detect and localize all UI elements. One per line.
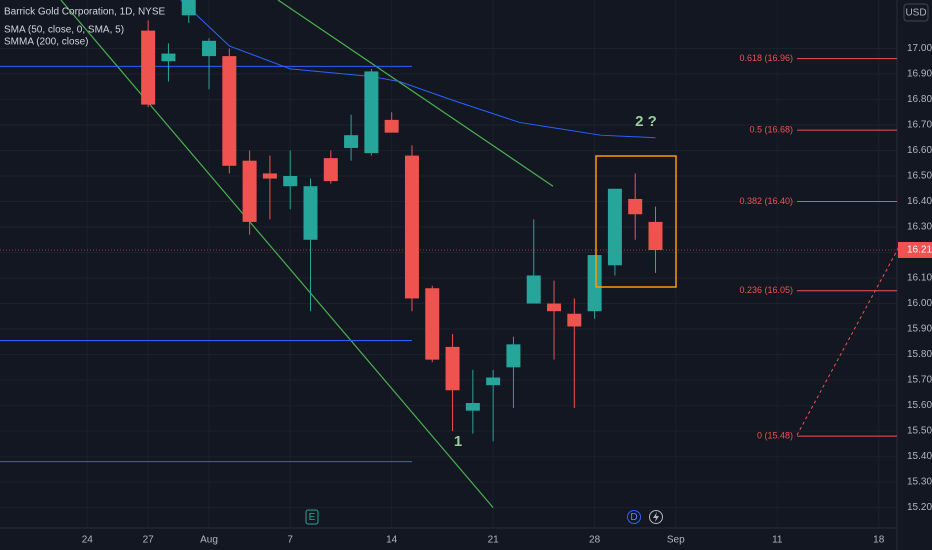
candle-body — [181, 0, 196, 16]
x-tick-label: 11 — [772, 535, 783, 546]
event-icon[interactable] — [649, 510, 663, 524]
split-icon[interactable] — [653, 512, 659, 522]
trendline — [60, 0, 494, 508]
y-tick-label: 15.50 — [907, 426, 932, 437]
annotation: 1 — [454, 433, 462, 450]
indicator-label: SMA (50, close, 0, SMA, 5) — [4, 25, 124, 36]
fib-label: 0.236 (16.05) — [739, 285, 793, 295]
candle-body — [344, 135, 359, 148]
y-tick-label: 15.60 — [907, 400, 932, 411]
x-tick-label: 21 — [488, 535, 500, 546]
y-tick-label: 15.90 — [907, 324, 932, 335]
y-tick-label: 15.40 — [907, 451, 932, 462]
candle-body — [547, 303, 562, 312]
candle-body — [161, 53, 176, 62]
last-price-tag — [898, 241, 932, 258]
price-axis — [897, 0, 932, 550]
candle-body — [323, 158, 338, 182]
fib-label: 0.382 (16.40) — [739, 196, 793, 206]
y-tick-label: 16.10 — [907, 273, 932, 284]
y-tick-label: 16.40 — [907, 196, 932, 207]
candle-body — [303, 186, 318, 240]
x-tick-label: 27 — [143, 535, 155, 546]
x-tick-label: 24 — [82, 535, 94, 546]
candle-body — [242, 160, 257, 222]
candle-body — [567, 313, 582, 327]
last-price-label: 16.21 — [907, 245, 932, 256]
fib-label: 0 (15.48) — [757, 431, 793, 441]
y-tick-label: 16.90 — [907, 69, 932, 80]
candle-body — [587, 255, 602, 312]
indicator-label: SMMA (200, close) — [4, 37, 88, 48]
plot-area — [0, 0, 663, 508]
y-tick-label: 15.80 — [907, 349, 932, 360]
candle-body — [445, 346, 460, 391]
candle-body — [384, 119, 399, 133]
x-tick-label: Sep — [667, 535, 685, 546]
candle-body — [364, 71, 379, 154]
y-tick-label: 16.30 — [907, 222, 932, 233]
x-tick-label: Aug — [200, 535, 218, 546]
candle-body — [425, 288, 440, 360]
event-icon[interactable] — [305, 509, 319, 525]
chart-title: Barrick Gold Corporation, 1D, NYSE — [4, 7, 166, 18]
candle-body — [262, 173, 277, 179]
candle-body — [465, 403, 480, 411]
candle-body — [222, 56, 237, 166]
y-tick-label: 15.30 — [907, 477, 932, 488]
candle-body — [526, 275, 541, 304]
y-tick-label: 16.70 — [907, 120, 932, 131]
candle-body — [404, 155, 419, 299]
x-tick-label: 18 — [873, 535, 885, 546]
y-tick-label: 16.60 — [907, 145, 932, 156]
x-tick-label: 14 — [386, 535, 398, 546]
currency-box[interactable] — [903, 3, 929, 22]
candle-body — [283, 176, 298, 187]
grid — [0, 0, 897, 528]
candle-body — [202, 40, 217, 57]
candle-body — [648, 221, 663, 250]
x-tick-label: 7 — [287, 535, 293, 546]
annotation: 2 ? — [635, 113, 657, 130]
event-icon-label[interactable]: D — [630, 512, 637, 523]
highlight-box — [595, 155, 677, 288]
x-tick-label: 28 — [589, 535, 601, 546]
y-tick-label: 15.70 — [907, 375, 932, 386]
candle-body — [141, 30, 156, 105]
y-tick-label: 17.00 — [907, 43, 932, 54]
y-tick-label: 15.20 — [907, 502, 932, 513]
y-tick-label: 16.50 — [907, 171, 932, 182]
projection-line — [796, 244, 901, 436]
trendline — [277, 0, 554, 187]
fib-label: 0.618 (16.96) — [739, 53, 793, 63]
y-tick-label: 16.00 — [907, 298, 932, 309]
event-icon[interactable] — [627, 510, 641, 524]
candle-body — [486, 377, 501, 386]
y-tick-label: 16.80 — [907, 94, 932, 105]
candle-body — [607, 188, 622, 266]
currency[interactable]: USD — [905, 8, 926, 19]
fib-label: 0.5 (16.68) — [749, 124, 793, 134]
event-icon-label[interactable]: E — [309, 512, 316, 523]
candle-body — [506, 344, 521, 368]
sma-line — [180, 0, 656, 139]
candle-body — [628, 198, 643, 215]
